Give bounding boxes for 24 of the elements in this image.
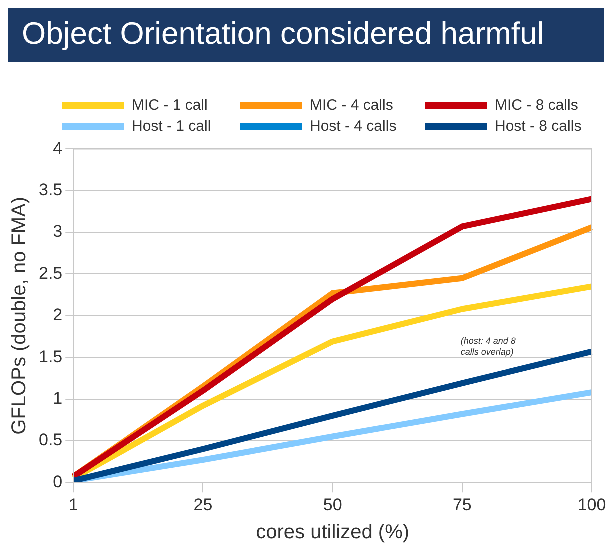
y-tick-label: 1.5	[38, 347, 63, 366]
y-tick-label: 1	[53, 388, 63, 408]
legend-label: Host - 1 call	[132, 118, 212, 135]
y-tick-label: 4	[53, 138, 63, 158]
y-tick-label: 3	[53, 222, 63, 242]
x-tick-label: 100	[578, 495, 606, 514]
legend-label: MIC - 4 calls	[310, 97, 394, 114]
y-tick-label: 3.5	[38, 180, 63, 200]
x-tick-label: 25	[194, 495, 213, 514]
legend-label: MIC - 1 call	[132, 97, 208, 114]
x-tick-label: 50	[323, 495, 342, 514]
y-tick-label: 0	[53, 472, 63, 492]
x-axis-title: cores utilized (%)	[256, 522, 410, 544]
annotation: (host: 4 and 8 calls overlap)	[460, 336, 516, 358]
legend-label: Host - 4 calls	[310, 118, 397, 135]
x-tick-label: 1	[68, 495, 78, 514]
y-axis-title: GFLOPs (double, no FMA)	[8, 196, 31, 435]
y-tick-label: 2.5	[38, 264, 63, 283]
chart-title: Object Orientation considered harmful	[8, 8, 604, 62]
y-tick-label: 2	[53, 306, 63, 325]
legend-label: Host - 8 calls	[495, 118, 582, 135]
x-tick-label: 75	[452, 495, 472, 514]
y-tick-label: 0.5	[38, 430, 63, 450]
legend-label: MIC - 8 calls	[495, 97, 578, 114]
